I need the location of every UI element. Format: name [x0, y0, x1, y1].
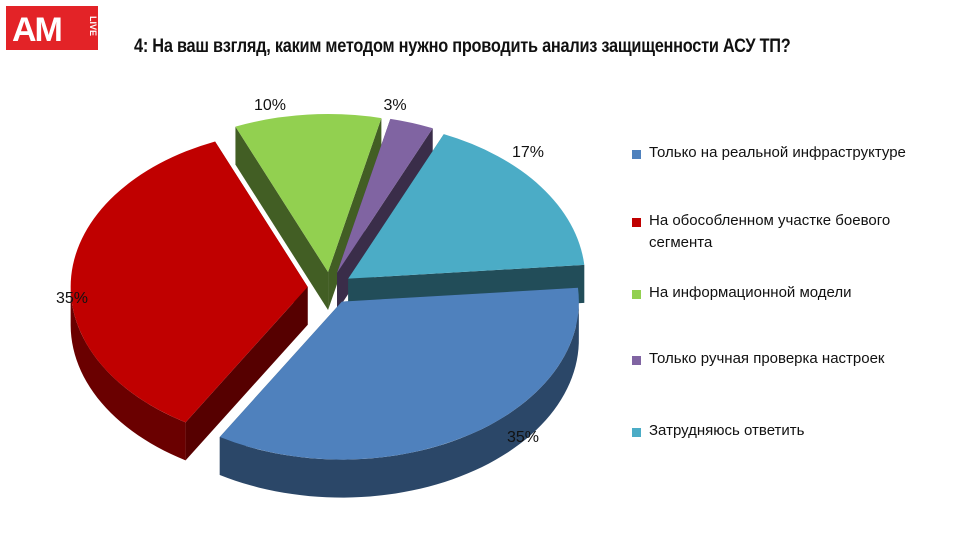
legend-label: Затрудняюсь ответить	[649, 422, 805, 439]
pie-label-4: 3%	[383, 97, 406, 114]
legend-label: Только ручная проверка настроек	[649, 350, 885, 367]
legend-swatch	[632, 290, 641, 299]
svg-text:AM: AM	[12, 11, 62, 49]
amlive-logo: AM LIVE	[6, 6, 98, 50]
legend-item-4: Только ручная проверка настроек	[632, 348, 949, 370]
pie-slice-wall	[235, 126, 329, 311]
pie-slice-rim	[70, 287, 186, 461]
legend-item-1: Только на реальной инфраструктуре	[632, 142, 949, 164]
legend-swatch	[632, 150, 641, 159]
legend-label: На информационной модели	[649, 284, 852, 301]
legend-item-5: Затрудняюсь ответить	[632, 420, 949, 442]
chart-title: 4: На ваш взгляд, каким методом нужно пр…	[134, 36, 791, 57]
legend-item-3: На информационной модели	[632, 282, 949, 304]
legend-swatch	[632, 218, 641, 227]
pie-label-1: 35%	[507, 429, 539, 446]
pie-label-2: 35%	[56, 290, 88, 307]
pie-slice-2	[70, 141, 308, 461]
pie-slice-top	[337, 118, 433, 273]
legend-swatch	[632, 356, 641, 365]
pie-slice-top	[348, 134, 585, 279]
legend-swatch	[632, 428, 641, 437]
pie-slice-top	[235, 114, 382, 273]
pie-slice-wall	[185, 286, 308, 461]
pie-label-3: 10%	[254, 97, 286, 114]
legend-label: Только на реальной инфраструктуре	[649, 144, 906, 161]
pie-label-5: 17%	[512, 144, 544, 161]
pie-slice-1	[219, 287, 579, 498]
pie-slice-top	[70, 141, 308, 423]
pie-slice-rim	[219, 299, 579, 498]
svg-text:LIVE: LIVE	[88, 16, 98, 36]
pie-slice-top	[219, 287, 579, 460]
legend-label: На обособленном участке боевого сегмента	[649, 212, 891, 251]
legend-item-2: На обособленном участке боевого сегмента	[632, 210, 949, 254]
